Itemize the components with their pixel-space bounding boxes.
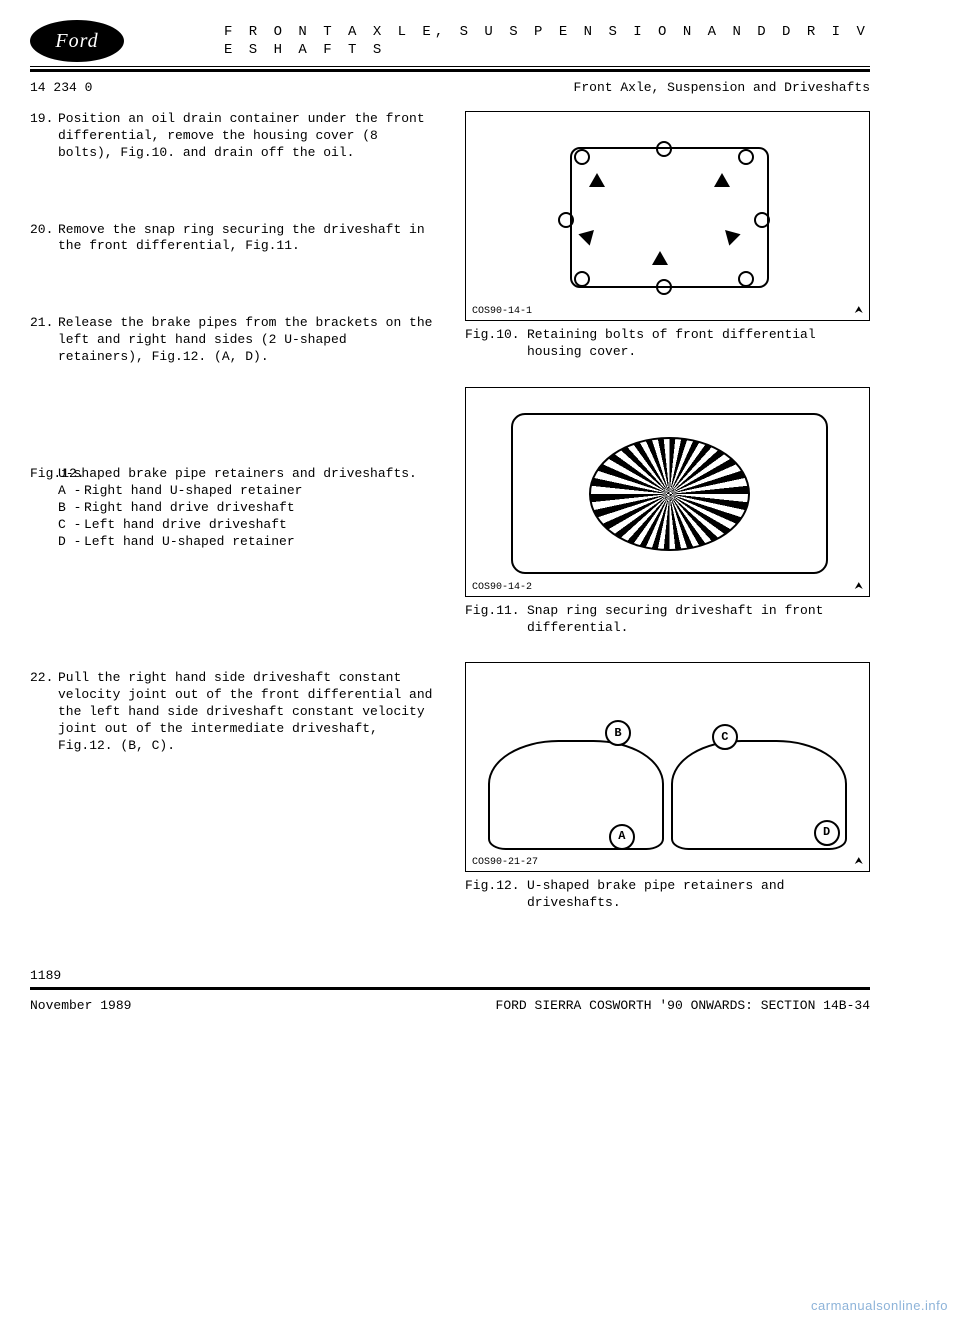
legend-val: Right hand drive driveshaft [84, 500, 295, 517]
figure-11-image: COS90-14-2 ⮝ [465, 387, 870, 597]
callout-a: A [609, 824, 635, 850]
legend-row-c: C -Left hand drive driveshaft [58, 517, 435, 534]
rule-thick [30, 69, 870, 72]
figure-10-image: COS90-14-1 ⮝ [465, 111, 870, 321]
step-text: Remove the snap ring securing the drives… [58, 222, 435, 256]
figure-10-caption: Fig.10. Retaining bolts of front differe… [465, 327, 870, 361]
section-title: Front Axle, Suspension and Driveshafts [574, 80, 870, 97]
legend-row-b: B -Right hand drive driveshaft [58, 500, 435, 517]
figure-label: Fig.10. [465, 327, 527, 361]
step-21: 21. Release the brake pipes from the bra… [30, 315, 435, 366]
figure-caption-text: Snap ring securing driveshaft in front d… [527, 603, 870, 637]
legend-key: C - [58, 517, 84, 534]
fig-legend-list: A -Right hand U-shaped retainer B -Right… [58, 483, 435, 551]
fig12-legend: Fig.12. U-shaped brake pipe retainers an… [30, 466, 435, 550]
figure-caption-text: U-shaped brake pipe retainers and drives… [527, 878, 870, 912]
ford-logo: Ford [30, 20, 124, 62]
fig-label: Fig.12. [30, 466, 58, 550]
step-number: 20. [30, 222, 58, 256]
footer-date: November 1989 [30, 998, 131, 1015]
figure-code: COS90-21-27 [472, 856, 538, 869]
figure-12: A B C D COS90-21-27 ⮝ Fig.12. U-shaped b… [465, 662, 870, 912]
figure-code: COS90-14-1 [472, 305, 532, 318]
step-20: 20. Remove the snap ring securing the dr… [30, 222, 435, 256]
rule-thick [30, 987, 870, 990]
figure-arrow-icon: ⮝ [855, 581, 864, 594]
page-code: 1189 [30, 968, 870, 985]
figure-caption-text: Retaining bolts of front differential ho… [527, 327, 870, 361]
rule [30, 66, 870, 67]
figure-11-caption: Fig.11. Snap ring securing driveshaft in… [465, 603, 870, 637]
figure-arrow-icon: ⮝ [855, 856, 864, 869]
callout-d: D [814, 820, 840, 846]
legend-val: Left hand drive driveshaft [84, 517, 287, 534]
watermark: carmanualsonline.info [811, 1298, 948, 1315]
legend-val: Left hand U-shaped retainer [84, 534, 295, 551]
legend-key: D - [58, 534, 84, 551]
section-code: 14 234 0 [30, 80, 92, 97]
fig-legend-body: U-shaped brake pipe retainers and drives… [58, 466, 435, 550]
step-number: 19. [30, 111, 58, 162]
step-number: 21. [30, 315, 58, 366]
legend-val: Right hand U-shaped retainer [84, 483, 302, 500]
figure-11: COS90-14-2 ⮝ Fig.11. Snap ring securing … [465, 387, 870, 637]
step-19: 19. Position an oil drain container unde… [30, 111, 435, 162]
legend-key: B - [58, 500, 84, 517]
figure-arrow-icon: ⮝ [855, 305, 864, 318]
footer-section: FORD SIERRA COSWORTH '90 ONWARDS: SECTIO… [496, 998, 870, 1015]
left-column: 19. Position an oil drain container unde… [30, 111, 435, 938]
subheader: 14 234 0 Front Axle, Suspension and Driv… [30, 80, 870, 97]
content-grid: 19. Position an oil drain container unde… [30, 111, 870, 938]
figure-code: COS90-14-2 [472, 581, 532, 594]
figure-12-image: A B C D COS90-21-27 ⮝ [465, 662, 870, 872]
step-text: Release the brake pipes from the bracket… [58, 315, 435, 366]
step-number: 22. [30, 670, 58, 754]
step-22: 22. Pull the right hand side driveshaft … [30, 670, 435, 754]
right-column: COS90-14-1 ⮝ Fig.10. Retaining bolts of … [465, 111, 870, 938]
figure-10: COS90-14-1 ⮝ Fig.10. Retaining bolts of … [465, 111, 870, 361]
step-text: Pull the right hand side driveshaft cons… [58, 670, 435, 754]
figure-label: Fig.11. [465, 603, 527, 637]
figure-label: Fig.12. [465, 878, 527, 912]
fig-legend-intro: U-shaped brake pipe retainers and drives… [58, 466, 435, 483]
step-text: Position an oil drain container under th… [58, 111, 435, 162]
header-row: Ford F R O N T A X L E, S U S P E N S I … [30, 20, 870, 62]
legend-row-a: A -Right hand U-shaped retainer [58, 483, 435, 500]
footer: November 1989 FORD SIERRA COSWORTH '90 O… [30, 998, 870, 1015]
figure-12-caption: Fig.12. U-shaped brake pipe retainers an… [465, 878, 870, 912]
legend-row-d: D -Left hand U-shaped retainer [58, 534, 435, 551]
legend-key: A - [58, 483, 84, 500]
header-title: F R O N T A X L E, S U S P E N S I O N A… [144, 23, 870, 59]
